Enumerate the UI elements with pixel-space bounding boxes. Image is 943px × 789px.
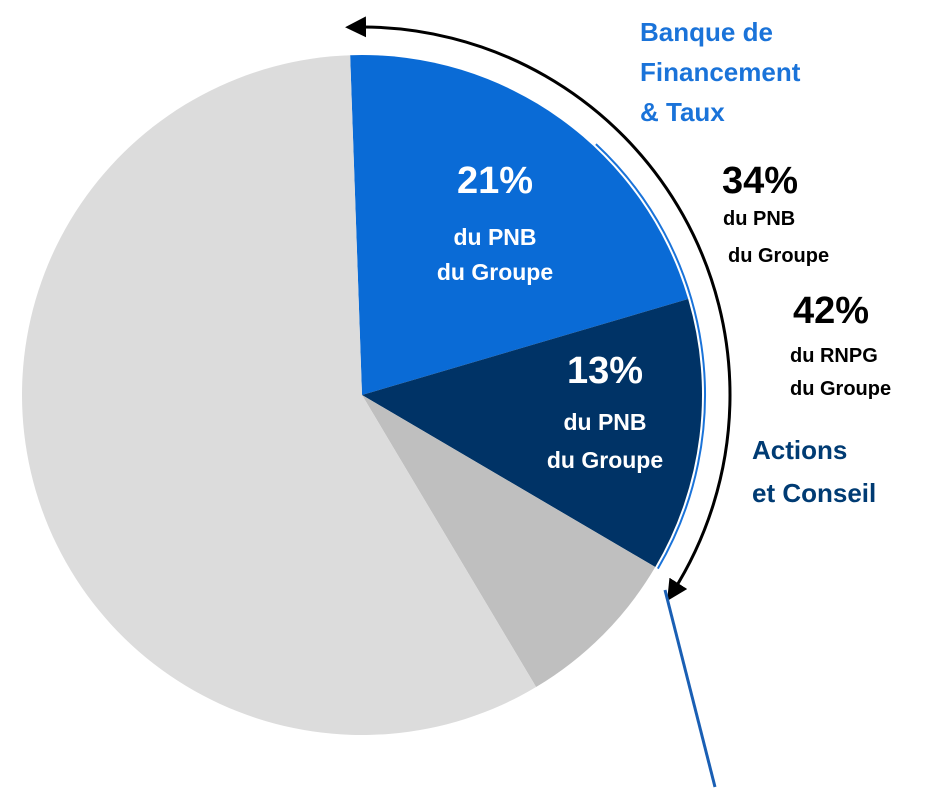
- slice-sublabel: du PNB: [563, 409, 646, 435]
- annotation: du PNB: [723, 208, 795, 230]
- annotation: du Groupe: [790, 378, 891, 400]
- slice-value-label: 13%: [567, 350, 643, 392]
- annotation: & Taux: [640, 97, 725, 127]
- annotation: du RNPG: [790, 345, 878, 367]
- slice-sublabel: du Groupe: [437, 259, 553, 285]
- annotation: et Conseil: [752, 478, 876, 508]
- slice-sublabel: du PNB: [453, 224, 536, 250]
- leader-line: [663, 589, 717, 788]
- annotation: du Groupe: [728, 245, 829, 267]
- pie: [22, 55, 702, 735]
- labels: 21% du PNB du Groupe 13% du PNB du Groupe Banq…: [437, 17, 891, 508]
- slice-value-label: 21%: [457, 160, 533, 202]
- outline-arc: [595, 143, 706, 570]
- annotation: 42%: [793, 290, 869, 332]
- slice-sublabel: du Groupe: [547, 447, 663, 473]
- bracket-arrow: [345, 16, 732, 602]
- annotation: Banque de: [640, 17, 773, 47]
- annotation: Actions: [752, 435, 847, 465]
- annotation: Financement: [640, 57, 801, 87]
- annotation: 34%: [722, 160, 798, 202]
